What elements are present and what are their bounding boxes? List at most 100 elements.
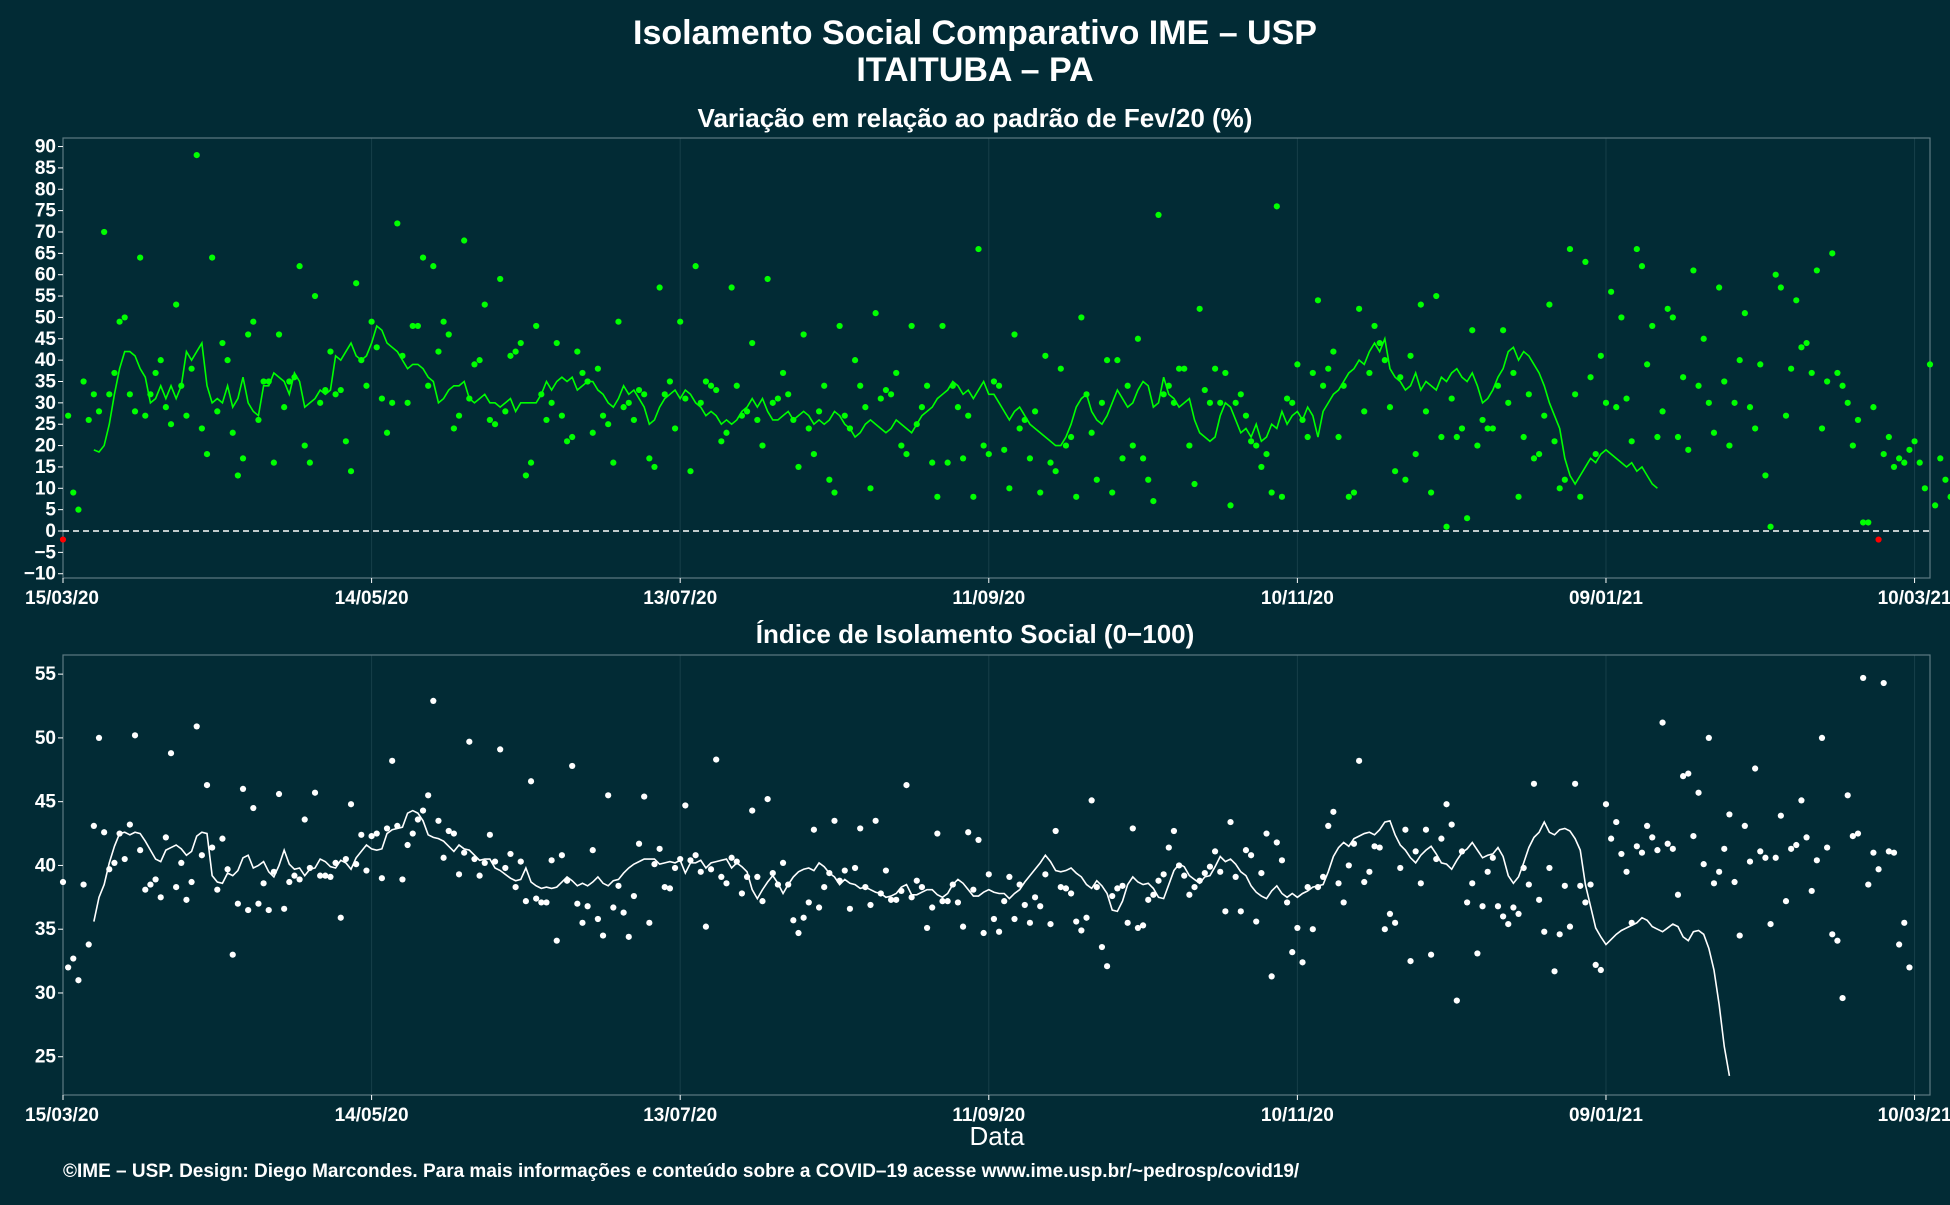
bottom-data-point <box>563 877 571 884</box>
bottom-data-point <box>1145 896 1152 903</box>
top-data-point <box>1772 271 1779 278</box>
bottom-data-point <box>1695 789 1702 796</box>
top-data-point <box>754 416 761 424</box>
bottom-data-point <box>821 884 828 891</box>
top-data-point <box>1896 455 1903 462</box>
top-data-point <box>1618 314 1625 321</box>
bottom-data-point <box>1829 931 1836 938</box>
top-ytick-label: 50 <box>35 307 56 328</box>
top-data-point <box>836 322 843 330</box>
top-data-point <box>522 472 529 479</box>
bottom-data-point <box>1731 878 1738 886</box>
top-data-point <box>677 318 684 325</box>
top-xtick-label: 14/05/20 <box>335 588 409 609</box>
bottom-xtick-label: 14/05/20 <box>335 1105 409 1126</box>
bottom-data-point <box>1484 868 1491 875</box>
bottom-data-point <box>363 867 370 874</box>
bottom-data-point <box>1242 847 1250 854</box>
bottom-data-point <box>1232 873 1239 881</box>
top-data-point <box>1330 348 1337 355</box>
top-data-point <box>1685 446 1692 453</box>
bottom-data-point <box>1500 913 1507 920</box>
top-data-point <box>1294 361 1301 368</box>
top-ytick-label: 5 <box>45 500 56 521</box>
bottom-data-point <box>795 929 802 937</box>
top-data-point <box>1782 412 1790 419</box>
top-data-point <box>1788 365 1795 372</box>
bottom-data-point <box>965 829 972 836</box>
bottom-data-point <box>404 841 411 849</box>
bottom-data-point <box>841 867 848 874</box>
bottom-data-point <box>790 917 797 924</box>
bottom-data-point <box>162 834 169 841</box>
top-data-point <box>1566 245 1574 253</box>
bottom-data-point <box>337 914 344 921</box>
bottom-data-point <box>1726 811 1733 818</box>
top-data-point <box>178 382 185 389</box>
top-data-point <box>574 348 581 355</box>
top-data-point <box>1417 301 1424 308</box>
bottom-data-point <box>255 900 262 907</box>
bottom-data-point <box>929 904 936 911</box>
top-data-point <box>1916 459 1923 466</box>
bottom-data-point <box>265 906 272 914</box>
bottom-data-point <box>137 847 144 854</box>
bottom-data-point <box>934 830 941 837</box>
panel-top: −10−505101520253035404550556065707580859… <box>24 137 1950 609</box>
top-data-point <box>270 459 277 466</box>
bottom-data-point <box>1340 899 1347 906</box>
top-data-point <box>661 391 668 398</box>
top-data-point <box>728 284 735 291</box>
top-data-point <box>296 263 303 270</box>
bottom-data-point <box>1320 873 1327 881</box>
bottom-data-point <box>836 877 843 884</box>
bottom-data-point <box>281 905 288 912</box>
bottom-data-point <box>713 756 720 763</box>
top-data-point <box>1536 451 1543 458</box>
bottom-data-point <box>887 896 895 903</box>
top-data-point <box>1932 502 1939 509</box>
bottom-data-point <box>1623 868 1630 875</box>
top-data-point <box>1145 476 1152 483</box>
top-data-point <box>954 404 962 411</box>
bottom-data-point <box>126 821 133 828</box>
bottom-data-point <box>368 833 375 840</box>
bottom-data-point <box>1124 919 1131 926</box>
bottom-data-point <box>718 873 725 881</box>
top-data-point <box>733 382 740 389</box>
top-data-point <box>1299 416 1306 424</box>
top-data-point <box>1669 314 1676 321</box>
top-xtick-label: 09/01/21 <box>1569 588 1643 609</box>
top-data-point <box>800 331 807 338</box>
top-data-point <box>944 459 951 466</box>
bottom-data-point <box>1515 910 1522 918</box>
bottom-data-point <box>1633 843 1640 850</box>
top-data-point <box>918 404 926 411</box>
top-data-point <box>965 412 972 419</box>
top-data-point <box>203 451 211 458</box>
top-data-point <box>497 275 504 283</box>
bottom-data-point <box>1525 881 1532 888</box>
top-data-point <box>1392 468 1399 475</box>
bottom-data-point <box>517 858 524 865</box>
top-data-point <box>1016 425 1023 432</box>
bottom-data-point <box>1587 881 1594 888</box>
top-data-point <box>1458 425 1466 432</box>
top-data-point <box>322 386 329 394</box>
bottom-data-point <box>106 866 113 873</box>
bottom-data-point <box>569 762 576 770</box>
top-data-point <box>1376 339 1383 347</box>
top-data-point <box>1680 374 1687 381</box>
top-data-point <box>183 412 190 419</box>
bottom-data-point <box>1464 899 1471 906</box>
top-data-point <box>245 331 252 338</box>
bottom-data-point <box>1052 827 1059 835</box>
top-data-point <box>471 361 478 368</box>
bottom-data-point <box>1772 854 1779 861</box>
top-data-point <box>152 369 159 377</box>
top-data-point <box>831 489 838 496</box>
bottom-data-point <box>1150 891 1157 898</box>
top-data-point <box>1860 519 1867 526</box>
bottom-data-point <box>342 855 349 863</box>
